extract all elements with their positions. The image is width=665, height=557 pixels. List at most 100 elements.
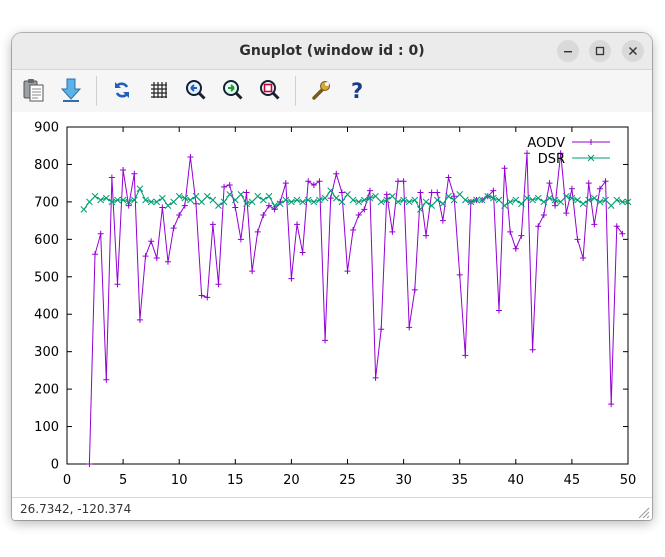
data-point-aodv (378, 326, 385, 333)
data-point-dsr (136, 185, 144, 193)
replot-icon (115, 82, 129, 98)
data-point-dsr (332, 194, 340, 202)
data-point-aodv (142, 253, 149, 260)
y-tick-label: 700 (34, 195, 59, 210)
data-point-aodv (260, 211, 267, 218)
data-point-dsr (450, 196, 458, 204)
data-point-dsr (428, 202, 436, 209)
y-tick-label: 200 (34, 383, 59, 398)
data-point-aodv (327, 195, 334, 202)
data-point-aodv (400, 178, 407, 185)
data-point-dsr (271, 202, 278, 209)
data-point-dsr (506, 198, 514, 206)
resize-grip-icon[interactable] (634, 503, 650, 519)
data-point-aodv (602, 178, 609, 185)
data-point-aodv (501, 165, 508, 172)
y-tick-label: 300 (34, 345, 59, 360)
x-tick-label: 50 (620, 473, 637, 488)
data-point-aodv (563, 210, 570, 217)
data-point-aodv (316, 178, 323, 185)
data-point-dsr (220, 198, 228, 206)
data-point-dsr (501, 202, 508, 209)
data-point-dsr (86, 198, 93, 206)
data-point-dsr (613, 196, 621, 204)
data-point-dsr (607, 202, 615, 209)
plot-area[interactable]: 0 5 10 15 20 25 30 35 40 45 50 0 100 200 300 400 500 600 7… (12, 112, 652, 497)
autoscale-icon (260, 80, 280, 100)
zoom-previous-button[interactable] (182, 76, 210, 104)
x-tick-label: 30 (395, 473, 412, 488)
data-point-aodv (529, 346, 536, 353)
data-point-dsr (546, 194, 553, 202)
grid-button[interactable] (145, 76, 173, 104)
data-point-dsr (114, 196, 121, 204)
data-point-dsr (80, 206, 88, 213)
y-tick-label: 400 (34, 308, 59, 323)
data-point-aodv (540, 211, 547, 218)
close-button[interactable] (622, 40, 644, 62)
close-icon (629, 47, 637, 55)
grid-icon (151, 82, 167, 98)
data-point-aodv (417, 189, 424, 196)
data-point-aodv (490, 187, 497, 194)
replot-button[interactable] (108, 76, 136, 104)
data-point-dsr (288, 198, 295, 206)
data-point-dsr (102, 194, 110, 202)
data-point-dsr (316, 196, 323, 204)
data-point-dsr (321, 194, 329, 202)
data-point-aodv (585, 180, 592, 187)
data-point-dsr (400, 196, 407, 204)
data-point-dsr (203, 192, 211, 200)
line-chart[interactable]: 0 5 10 15 20 25 30 35 40 45 5001002003004005006007… (12, 112, 652, 497)
data-point-aodv (456, 271, 463, 278)
data-point-dsr (97, 196, 105, 204)
x-tick-label: 25 (339, 473, 356, 488)
toolbar: ? (12, 70, 652, 112)
data-point-dsr (164, 202, 172, 209)
data-point-aodv (524, 150, 531, 157)
data-point-dsr (619, 198, 626, 206)
data-point-dsr (159, 194, 166, 202)
data-point-aodv (288, 275, 295, 282)
x-tick-label: 35 (451, 473, 468, 488)
export-arrow-icon (60, 78, 82, 102)
data-point-aodv (613, 223, 620, 230)
data-point-dsr (254, 192, 262, 200)
data-point-dsr (422, 198, 430, 206)
data-point-aodv (580, 255, 587, 262)
data-point-dsr (551, 196, 559, 204)
data-point-aodv (333, 170, 340, 177)
data-point-aodv (92, 251, 99, 258)
data-point-dsr (344, 191, 351, 198)
x-tick-label: 15 (227, 473, 244, 488)
data-point-aodv (299, 249, 306, 256)
data-point-dsr (265, 192, 273, 200)
minimize-button[interactable] (557, 40, 579, 62)
export-button[interactable] (57, 76, 85, 104)
autoscale-button[interactable] (256, 76, 284, 104)
data-point-dsr (596, 198, 604, 206)
data-point-aodv (608, 401, 615, 408)
data-point-dsr (91, 192, 99, 200)
data-point-dsr (484, 192, 492, 200)
data-point-dsr (568, 194, 576, 202)
data-point-dsr (231, 196, 239, 204)
data-point-aodv (451, 193, 458, 200)
y-tick-label: 600 (34, 233, 59, 248)
data-point-aodv (97, 230, 104, 237)
data-point-dsr (467, 198, 475, 206)
y-tick-label: 100 (34, 420, 59, 435)
data-point-aodv (512, 245, 519, 252)
data-point-aodv (394, 178, 401, 185)
data-point-dsr (411, 196, 419, 204)
data-point-dsr (153, 198, 161, 206)
data-point-aodv (159, 204, 166, 211)
data-point-dsr (327, 187, 335, 195)
copy-to-clipboard-button[interactable] (20, 76, 48, 104)
maximize-button[interactable] (589, 40, 611, 62)
help-button[interactable]: ? (344, 76, 372, 104)
data-point-dsr (557, 198, 565, 206)
title-bar[interactable]: Gnuplot (window id : 0) (12, 33, 652, 70)
zoom-next-button[interactable] (219, 76, 247, 104)
options-button[interactable] (307, 76, 335, 104)
